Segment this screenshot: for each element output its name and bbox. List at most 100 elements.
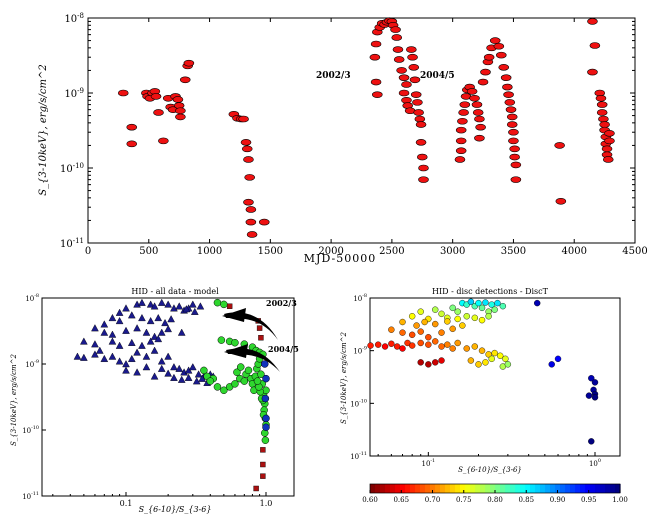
hid-model-square-point: [260, 461, 266, 468]
hid-disc-colorbar-tick-label: 0.70: [425, 496, 441, 504]
hid-model-triangle-point: [91, 324, 99, 332]
hid-disc-colorbar-segment: [465, 484, 471, 493]
hid-disc-point: [467, 357, 475, 364]
hid-disc-point: [475, 299, 482, 307]
lightcurve-point: [369, 53, 381, 61]
hid-model-triangle-point: [133, 348, 141, 356]
lightcurve-point: [459, 101, 471, 108]
lightcurve-point: [455, 126, 467, 134]
lightcurve-point: [471, 101, 483, 108]
hid-disc-colorbar-tick-label: 0.60: [362, 496, 378, 504]
hid-model-triangle-point: [133, 368, 141, 376]
hid-model-triangle-point: [108, 313, 117, 322]
hid-disc-point: [408, 331, 416, 339]
hid-disc-colorbar-segment: [370, 484, 376, 493]
lightcurve-point: [469, 94, 480, 102]
hid-model-triangle-point: [164, 325, 172, 333]
hid-model-triangle-point: [122, 326, 130, 334]
hid-disc-point: [393, 343, 401, 350]
hid-disc-y-label: S_{3-10keV}, erg/s/cm^2: [340, 331, 348, 424]
hid-model-y-tick-label: 10-11: [22, 491, 39, 501]
hid-disc-point: [408, 313, 416, 320]
lightcurve-point: [246, 231, 258, 238]
hid-disc-colorbar-segment: [385, 484, 391, 493]
hid-disc-colorbar-segment: [610, 484, 616, 493]
lightcurve-point: [243, 198, 254, 206]
hid-disc-colorbar-segment: [560, 484, 566, 493]
hid-model-triangle-point: [177, 375, 186, 383]
hid-model-circle-point: [253, 377, 262, 385]
hid-model-triangle-point: [115, 316, 124, 325]
hid-model-triangle-point: [127, 338, 136, 346]
hid-model-triangle-point: [115, 308, 124, 316]
hid-disc-point: [425, 361, 432, 368]
hid-disc-point: [554, 355, 562, 363]
hid-disc-y-tick-label: 10-11: [350, 451, 367, 461]
hid-disc-point: [381, 343, 389, 350]
hid-disc-colorbar-segment: [450, 484, 456, 493]
lightcurve-point: [458, 109, 469, 116]
hid-model-triangle-point: [146, 300, 155, 308]
hid-model-triangle-point: [146, 337, 155, 345]
hid-disc-colorbar-segment: [545, 484, 551, 493]
lightcurve-point: [243, 156, 254, 163]
hid-disc-colorbar-segment: [405, 484, 411, 493]
hid-model-annotation-2002: 2002/3: [266, 298, 297, 308]
hid-model-circle-point: [261, 394, 270, 403]
hid-model-triangle-point: [164, 300, 172, 308]
hid-model-y-tick-label: 10-10: [22, 425, 39, 435]
lightcurve-point: [158, 137, 169, 145]
hid-disc-colorbar-segment: [615, 484, 621, 493]
lightcurve-point: [370, 40, 382, 48]
hid-disc-colorbar-segment: [595, 484, 601, 493]
hid-model-triangle-point: [184, 373, 193, 381]
hid-disc-colorbar-segment: [540, 484, 546, 493]
lightcurve-point: [391, 34, 403, 41]
hid-model-triangle-point: [154, 334, 163, 343]
hid-disc-point: [491, 306, 498, 313]
lightcurve-y-ticks: 10-11 10-10 10-9 10-8: [60, 12, 635, 250]
hid-model-square-point: [226, 303, 233, 309]
hid-disc-y-tick-label: 10-8: [353, 293, 367, 303]
hid-model-points: [73, 298, 270, 492]
hid-model-circle-point: [233, 368, 241, 376]
hid-disc-colorbar-segment: [530, 484, 536, 493]
lightcurve-point: [398, 74, 410, 81]
lightcurve-point: [406, 46, 417, 53]
lightcurve-point: [175, 107, 186, 115]
hid-disc-colorbar-segment: [470, 484, 476, 493]
lightcurve-point: [414, 115, 426, 123]
lightcurve-point: [595, 94, 607, 102]
lightcurve-point: [508, 137, 519, 145]
hid-disc-colorbar-segment: [580, 484, 586, 493]
lightcurve-point: [489, 37, 501, 44]
hid-disc-point: [432, 306, 439, 313]
hid-disc-colorbar-tick-label: 1.00: [612, 496, 628, 504]
hid-disc-point: [459, 322, 466, 329]
lightcurve-point: [504, 99, 516, 106]
lightcurve-point: [510, 161, 522, 169]
hid-disc-colorbar-segment: [475, 484, 481, 493]
hid-disc-point: [504, 361, 512, 368]
lightcurve-point: [474, 115, 485, 123]
lightcurve-point: [410, 91, 422, 98]
lightcurve-point: [598, 115, 609, 123]
hid-model-triangle-point: [108, 337, 117, 345]
hid-model-square-point: [260, 473, 266, 479]
lightcurve-point: [502, 83, 513, 91]
lightcurve-point: [392, 46, 404, 53]
lightcurve-point: [258, 218, 270, 226]
hid-disc-colorbar-segment: [510, 484, 516, 493]
hid-model-triangle-point: [127, 311, 136, 319]
lightcurve-point: [455, 137, 467, 145]
lightcurve-point: [415, 121, 427, 128]
hid-model-triangle-point: [157, 364, 166, 372]
hid-disc-point: [463, 313, 470, 320]
lightcurve-x-tick-label: 0: [85, 246, 91, 257]
lightcurve-point: [604, 137, 615, 145]
hid-model-triangle-point: [138, 341, 146, 349]
lightcurve-point: [407, 53, 418, 61]
lightcurve-point: [416, 153, 428, 161]
hid-disc-point: [478, 347, 486, 354]
